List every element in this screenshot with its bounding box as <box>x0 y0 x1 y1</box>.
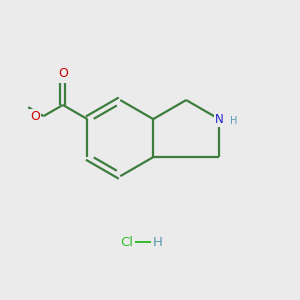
Text: N: N <box>215 112 224 126</box>
Text: H: H <box>152 236 162 249</box>
Text: H: H <box>230 116 238 126</box>
Text: Cl: Cl <box>121 236 134 249</box>
Text: O: O <box>58 67 68 80</box>
Text: O: O <box>30 110 40 123</box>
